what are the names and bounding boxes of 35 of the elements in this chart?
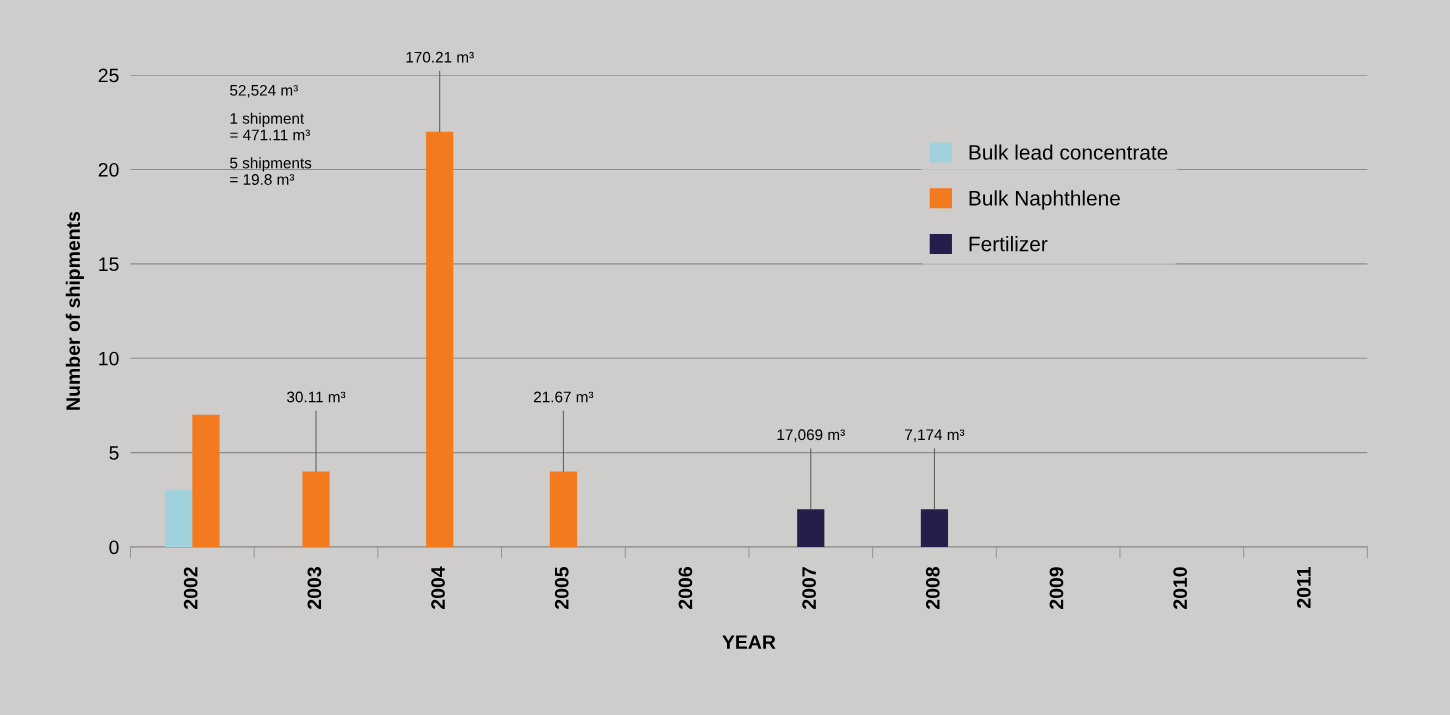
x-tick-label: 2004	[431, 566, 445, 609]
y-tick-label: 10	[99, 351, 119, 366]
y-tick-label: 0	[109, 540, 119, 555]
x-tick-label: 2010	[1173, 567, 1188, 609]
y-axis-title: Number of shipments	[65, 211, 84, 410]
x-axis-title: YEAR	[722, 635, 776, 649]
bar	[797, 509, 825, 547]
legend-label: Bulk lead concentrate	[969, 144, 1168, 160]
legend-label: Bulk Naphthlene	[969, 190, 1120, 210]
y-tick-label: 25	[98, 68, 119, 83]
x-tick-label: 2011	[1296, 566, 1311, 608]
annotation: 30.11 m³	[287, 391, 346, 403]
x-tick-label: 2002	[183, 567, 198, 609]
annotation: 52,524 m³	[230, 84, 298, 98]
y-tick-label: 15	[99, 257, 119, 272]
annotation: 7,174 m³	[905, 429, 965, 442]
bar	[426, 131, 454, 547]
bar	[302, 471, 330, 547]
x-tick-label: 2003	[307, 567, 322, 609]
x-tick-label: 2006	[678, 567, 693, 609]
bar	[165, 490, 193, 547]
annotation: 170.21 m³	[406, 51, 474, 63]
annotation: 5 shipments = 19.8 m³	[230, 157, 312, 185]
annotation: 21.67 m³	[534, 391, 594, 403]
y-tick-label: 20	[98, 162, 119, 177]
legend-label: Fertilizer	[969, 236, 1048, 252]
y-tick-label: 5	[109, 446, 119, 460]
x-tick-label: 2008	[925, 567, 940, 609]
x-tick-label: 2007	[802, 567, 816, 609]
x-tick-label: 2009	[1049, 567, 1064, 609]
bar	[549, 471, 577, 547]
annotation: 17,069 m³	[777, 429, 845, 442]
annotation: 1 shipment = 471.11 m³	[230, 112, 310, 141]
bar	[920, 509, 949, 547]
x-tick-label: 2005	[554, 566, 569, 609]
